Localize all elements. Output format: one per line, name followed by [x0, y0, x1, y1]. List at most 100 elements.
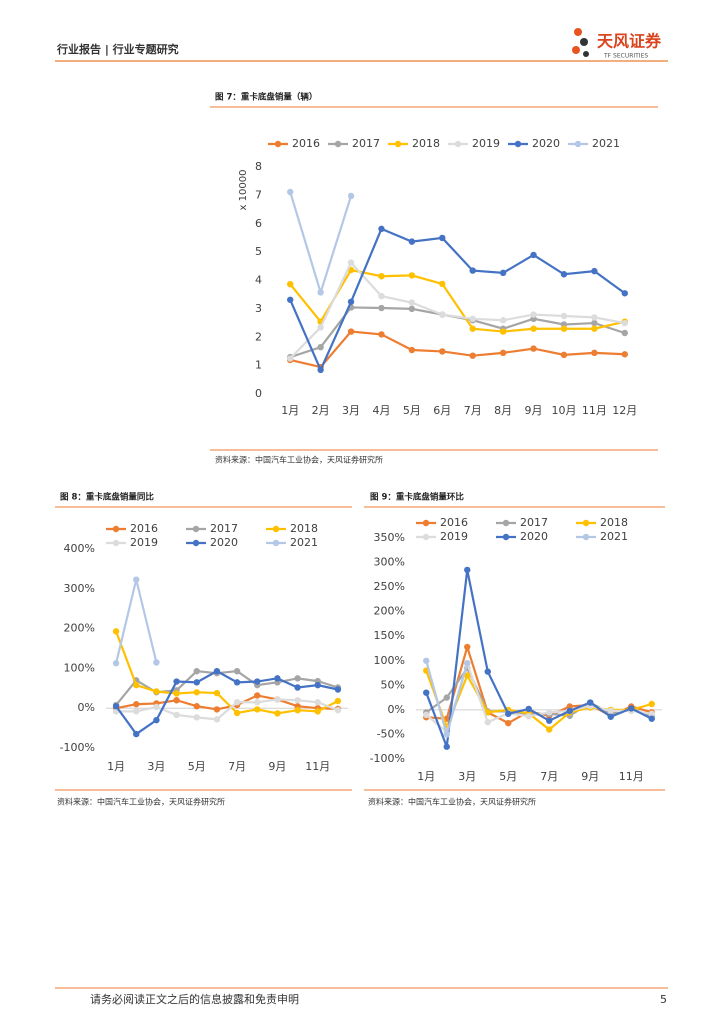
point	[443, 743, 450, 750]
y-tick-label: 250%	[374, 580, 405, 593]
point	[591, 267, 598, 275]
logo-dot	[574, 28, 582, 36]
series-line	[116, 698, 339, 721]
point	[112, 660, 120, 667]
y-tick-label: 1	[255, 359, 262, 372]
point	[378, 331, 385, 338]
legend-label: 2020	[532, 137, 560, 150]
point	[408, 305, 416, 313]
point	[525, 705, 532, 713]
point	[499, 349, 507, 357]
point	[621, 329, 628, 337]
point	[546, 709, 553, 716]
x-tick-label: 1月	[281, 404, 299, 417]
x-tick-label: 3月	[147, 760, 165, 773]
x-tick-label: 9月	[525, 404, 543, 417]
point	[378, 225, 385, 233]
legend-marker	[334, 140, 342, 148]
source: 资料来源：中国汽车工业协会，天风证券研究所	[368, 797, 536, 807]
x-tick-label: 11月	[305, 760, 330, 773]
legend-marker	[582, 533, 590, 541]
point	[173, 697, 180, 704]
point	[254, 699, 261, 706]
point	[443, 694, 450, 701]
chart-title: 图 9：重卡底盘销量环比	[370, 492, 464, 503]
legend-label: 2019	[472, 137, 500, 150]
point	[233, 699, 241, 706]
point	[408, 272, 416, 279]
point	[274, 710, 281, 717]
point	[566, 703, 573, 710]
point	[153, 688, 160, 695]
legend-marker	[582, 519, 590, 527]
point	[317, 366, 324, 374]
point	[591, 314, 598, 321]
y-tick-label: 0	[255, 387, 262, 400]
header-text: 行业报告 | 行业专题研究	[56, 42, 179, 56]
point	[173, 690, 180, 697]
point	[525, 713, 532, 720]
point	[287, 280, 294, 288]
point	[591, 319, 598, 327]
x-tick-label: 9月	[268, 760, 286, 773]
point	[591, 349, 598, 357]
series-line	[289, 260, 625, 360]
point	[621, 319, 628, 327]
y-tick-label: 200%	[374, 605, 405, 618]
point	[607, 707, 614, 715]
x-tick-label: 4月	[372, 404, 390, 417]
point	[408, 238, 416, 245]
series-line	[289, 191, 353, 297]
legend-marker	[422, 533, 430, 541]
point	[378, 273, 385, 280]
point	[439, 348, 446, 355]
legend-marker	[274, 140, 282, 148]
point	[347, 298, 355, 305]
y-tick-label: 300%	[64, 582, 95, 595]
point	[464, 643, 471, 651]
point	[233, 679, 241, 686]
point	[378, 304, 385, 312]
point	[464, 566, 471, 574]
chart-title: 图 7：重卡底盘销量（辆）	[215, 92, 317, 103]
point	[287, 296, 294, 303]
y-tick-label: 200%	[64, 622, 95, 635]
legend-label: 2016	[292, 137, 320, 150]
legend-label: 2017	[520, 516, 548, 529]
y-tick-label: 2	[255, 330, 262, 343]
series-line	[115, 579, 158, 664]
point	[317, 343, 324, 351]
x-tick-label: 5月	[188, 760, 206, 773]
point	[423, 711, 430, 718]
legend-marker	[192, 525, 200, 533]
point	[294, 697, 301, 704]
x-tick-label: 3月	[458, 770, 476, 783]
legend-label: 2020	[520, 530, 548, 543]
point	[530, 345, 537, 352]
x-tick-label: 2月	[312, 404, 330, 417]
point	[587, 699, 594, 706]
series-line	[115, 630, 339, 715]
point	[484, 718, 491, 726]
legend-marker	[454, 140, 462, 148]
x-tick-label: 1月	[417, 770, 435, 783]
legend-label: 2021	[592, 137, 620, 150]
legend-marker	[112, 539, 120, 547]
legend-label: 2018	[290, 522, 318, 535]
x-tick-label: 5月	[403, 404, 421, 417]
legend-label: 2019	[440, 530, 468, 543]
point	[193, 689, 200, 696]
point	[153, 659, 160, 666]
point	[193, 714, 200, 721]
point	[439, 234, 446, 242]
point	[314, 681, 321, 689]
series-line	[115, 694, 338, 711]
point	[317, 324, 324, 331]
legend-marker	[192, 539, 200, 547]
y-tick-label: 100%	[374, 654, 405, 667]
point	[317, 289, 324, 296]
legend-label: 2020	[210, 536, 238, 549]
y-tick-label: -50%	[377, 727, 405, 740]
x-tick-label: 7月	[464, 404, 482, 417]
logo-text: 天风证券	[597, 32, 662, 51]
